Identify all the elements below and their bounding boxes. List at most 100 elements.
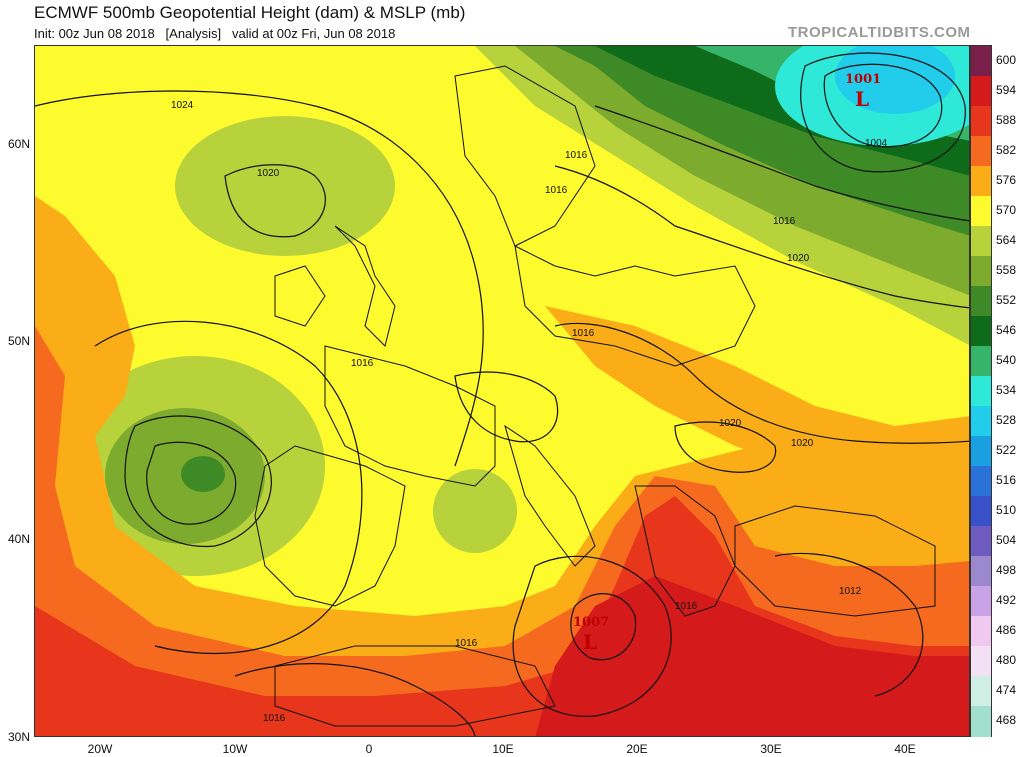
colorbar-label: 504 [996,533,1017,547]
coast-north-africa [274,645,556,727]
colorbar-label: 468 [996,713,1017,727]
low-pressure-L-icon: L [855,87,869,111]
lon-label: 10W [222,742,248,756]
colorbar-segment [971,646,991,677]
isobar-labels: 1024 1020 1016 1016 1016 1016 1016 1020 … [171,100,888,724]
low-center-ne: 1001 L [845,72,881,111]
lat-label: 40N [7,532,30,546]
coast-uk [334,225,396,347]
colorbar-label: 588 [996,113,1017,127]
colorbar-label: 564 [996,233,1017,247]
coast-france [324,345,496,487]
colorbar-segment [971,436,991,467]
colorbar-label: 534 [996,383,1017,397]
band-564-atlantic [175,116,395,256]
isobar-label: 1020 [257,168,280,179]
isobar-line [94,320,363,655]
coast-turkey [734,505,936,617]
isobar-label: 1004 [865,138,888,149]
colorbar-segment [971,616,991,647]
isobar-line [554,165,969,309]
isobar-line [594,105,969,222]
lon-label: 0 [365,742,373,756]
weather-map: 1024 1020 1016 1016 1016 1016 1016 1020 … [34,45,970,737]
coast-iberia [254,445,406,607]
colorbar-segment [971,496,991,527]
isobar-line [454,371,559,443]
colorbar-segment [971,526,991,557]
coast-ireland [274,265,326,327]
colorbar-segment [971,46,991,77]
low-pressure-L-icon: L [583,630,597,654]
colorbar-label: 576 [996,173,1017,187]
coast-italy [504,424,596,567]
colorbar-label: 528 [996,413,1017,427]
colorbar-segment [971,166,991,197]
colorbar-segment [971,106,991,137]
colorbar-label: 582 [996,143,1017,157]
band-564-sardinia [433,469,517,553]
colorbar-label: 540 [996,353,1017,367]
colorbar-segment [971,226,991,257]
isobar-line [674,421,777,473]
isobars [35,52,969,736]
isobar-line [234,663,476,736]
colorbar-segment [971,406,991,437]
isobar-line [554,322,969,444]
isobar-label: 1016 [263,713,286,724]
colorbar-segment [971,466,991,497]
colorbar-label: 600 [996,53,1017,67]
isobar-label: 1016 [455,638,478,649]
isobar-line [146,441,237,525]
colorbar-label: 516 [996,473,1017,487]
colorbar-label: 510 [996,503,1017,517]
coast-scandinavia [454,65,596,247]
color-scale-icon [970,45,992,737]
band-600 [535,576,969,736]
lat-label: 30N [7,730,30,744]
colorbar-segment [971,376,991,407]
isobar-label: 1020 [787,253,810,264]
low-pressure-value: 1001 [845,72,881,87]
colorbar-label: 486 [996,623,1017,637]
isobar-line [570,593,637,661]
colorbar-label: 522 [996,443,1017,457]
isobar-line [774,552,924,697]
colorbar-segment [971,196,991,227]
isobar-line [124,415,272,548]
coastlines [254,65,936,727]
height-field-svg: 1024 1020 1016 1016 1016 1016 1016 1020 … [35,46,969,736]
band-552-cutoff [181,456,225,492]
isobar-line [512,555,672,717]
isobar-label: 1016 [545,185,568,196]
low-center-south: 1007 L [573,615,609,654]
colorbar-label: 570 [996,203,1017,217]
isobar-line [35,90,484,467]
brand-watermark: TROPICALTIDBITS.COM [788,24,971,41]
colorbar-label: 474 [996,683,1017,697]
map-title: ECMWF 500mb Geopotential Height (dam) & … [34,3,466,22]
isobar-line [823,63,943,148]
coast-central-europe [514,245,756,367]
lat-label: 50N [7,334,30,348]
colorbar-label: 498 [996,563,1017,577]
colorbar-segment [971,676,991,707]
isobar-label: 1016 [773,216,796,227]
lon-label: 20W [87,742,113,756]
colorbar-label: 552 [996,293,1017,307]
isobar-line [224,164,326,238]
isobar-label: 1020 [791,438,814,449]
colorbar-segment [971,76,991,107]
colorbar-label: 594 [996,83,1017,97]
band-582-east [545,306,969,486]
colorbar-label: 546 [996,323,1017,337]
lat-label: 60N [7,137,30,151]
colorbar-segment [971,316,991,347]
coast-greece [634,485,736,617]
colorbar-segment [971,136,991,167]
colorbar-segment [971,706,991,737]
colorbar-segment [971,556,991,587]
map-subtitle: Init: 00z Jun 08 2018 [Analysis] valid a… [34,26,396,41]
colorbar-segment [971,256,991,287]
low-pressure-value: 1007 [573,615,609,630]
